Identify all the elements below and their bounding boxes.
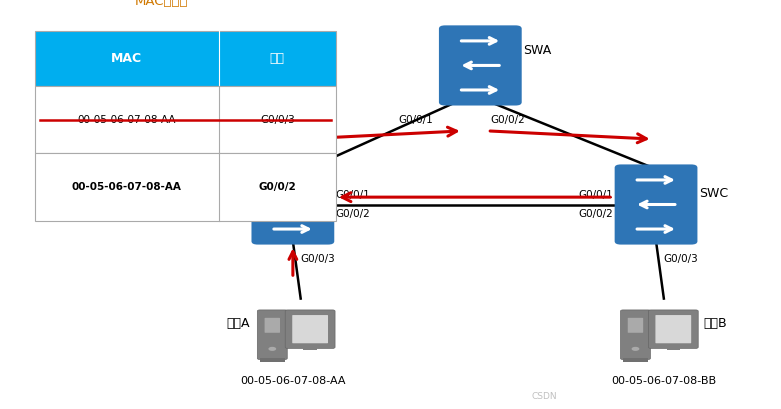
FancyBboxPatch shape [648,310,698,348]
FancyBboxPatch shape [628,318,644,333]
FancyBboxPatch shape [655,315,691,343]
Text: MAC地址表: MAC地址表 [134,0,188,8]
FancyBboxPatch shape [666,347,680,351]
Text: SWC: SWC [699,187,728,200]
Text: SWA: SWA [523,44,551,57]
Text: G0/0/2: G0/0/2 [259,182,296,192]
FancyBboxPatch shape [285,310,335,348]
FancyBboxPatch shape [259,358,285,362]
FancyBboxPatch shape [35,153,336,221]
Text: G0/0/1: G0/0/1 [579,190,613,200]
Text: 00-05-06-07-08-AA: 00-05-06-07-08-AA [240,376,346,386]
Text: SWB: SWB [221,173,250,186]
Text: 00-05-06-07-08-AA: 00-05-06-07-08-AA [72,182,182,192]
Circle shape [632,347,640,351]
Text: MAC: MAC [112,52,142,65]
FancyBboxPatch shape [35,31,336,86]
FancyBboxPatch shape [265,318,280,333]
FancyBboxPatch shape [251,164,334,245]
Text: G0/0/3: G0/0/3 [260,115,294,125]
FancyBboxPatch shape [303,347,317,351]
Text: G0/0/3: G0/0/3 [664,254,698,263]
FancyBboxPatch shape [622,358,648,362]
Text: G0/0/1: G0/0/1 [399,115,433,124]
Text: G0/0/2: G0/0/2 [490,115,526,124]
FancyBboxPatch shape [439,25,522,106]
Text: 主机B: 主机B [703,317,726,330]
FancyBboxPatch shape [35,86,336,153]
Text: G0/0/2: G0/0/2 [336,209,370,219]
Text: G0/0/3: G0/0/3 [301,254,335,263]
Text: 主机A: 主机A [226,317,250,330]
Text: 端口: 端口 [269,52,285,65]
Text: G0/0/2: G0/0/2 [579,209,613,219]
Text: CSDN: CSDN [531,392,557,401]
Text: 00-05-06-07-08-BB: 00-05-06-07-08-BB [612,376,716,386]
Circle shape [269,347,276,351]
Text: G0/0/1: G0/0/1 [336,190,370,200]
Text: 00-05-06-07-08-AA: 00-05-06-07-08-AA [77,115,177,125]
FancyBboxPatch shape [615,164,697,245]
FancyBboxPatch shape [292,315,328,343]
FancyBboxPatch shape [620,310,651,360]
FancyBboxPatch shape [257,310,287,360]
